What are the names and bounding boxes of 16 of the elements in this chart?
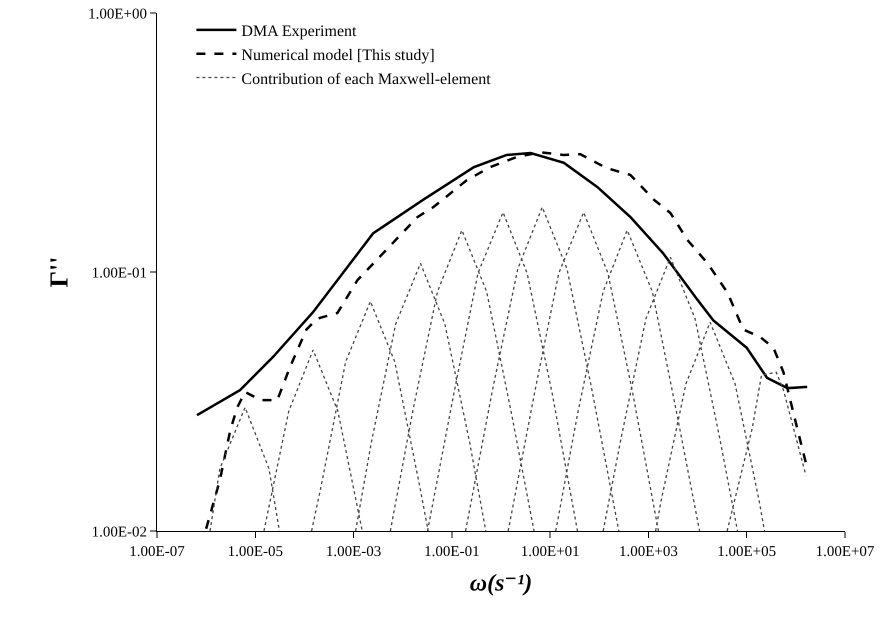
- x-tick-label: 1.00E+05: [717, 544, 776, 560]
- x-tick-label: 1.00E+07: [816, 544, 875, 560]
- y-tick-label: 1.00E-01: [92, 265, 147, 282]
- x-tick-label: 1.00E+03: [618, 544, 678, 560]
- x-tick-label: 1.00E+01: [520, 544, 580, 560]
- y-tick-label: 1.00E+00: [88, 6, 147, 22]
- y-tick-label: 1.00E-02: [92, 524, 147, 540]
- y-axis-title: Γ'': [44, 256, 74, 288]
- x-tick-label: 1.00E-03: [326, 544, 382, 560]
- x-tick-label: 1.00E-01: [424, 544, 480, 560]
- x-tick-label: 1.00E-05: [228, 544, 283, 560]
- legend-label: Numerical model [This study]: [241, 46, 435, 64]
- legend-label: DMA Experiment: [241, 23, 358, 40]
- x-axis-title: ω(s⁻¹): [470, 570, 532, 596]
- legend-label: Contribution of each Maxwell-element: [241, 70, 492, 88]
- x-tick-label: 1.00E-07: [129, 544, 186, 560]
